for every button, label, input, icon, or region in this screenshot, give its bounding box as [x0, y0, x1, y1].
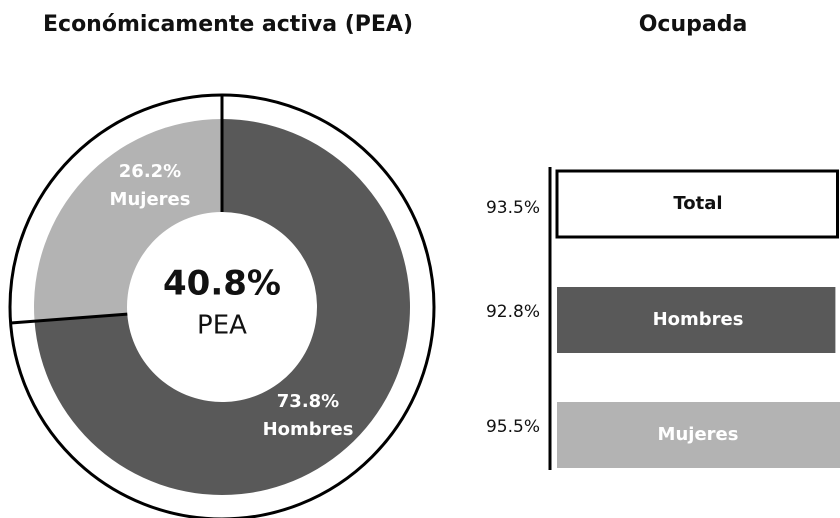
donut-segment — [34, 119, 411, 495]
value-label: 92.8% — [486, 302, 540, 322]
chart-title: Económicamente activa (PEA) — [43, 12, 413, 37]
category-label: Mujeres — [110, 189, 191, 210]
bar — [555, 169, 839, 239]
center-value: 40.8% — [163, 264, 281, 304]
donut-segment — [34, 119, 223, 322]
bar-label: Total — [673, 193, 722, 214]
value-label: 26.2% — [119, 161, 181, 182]
bar-label: Hombres — [653, 309, 744, 330]
value-label: 93.5% — [486, 198, 540, 218]
bar — [557, 402, 840, 468]
bar — [557, 287, 836, 353]
value-label: 73.8% — [277, 391, 339, 412]
chart-title: Ocupada — [639, 12, 748, 37]
center-text: PEA — [197, 311, 247, 341]
category-label: Hombres — [263, 419, 354, 440]
value-label: 95.5% — [486, 417, 540, 437]
separator — [10, 312, 128, 325]
bar-label: Mujeres — [658, 424, 739, 445]
